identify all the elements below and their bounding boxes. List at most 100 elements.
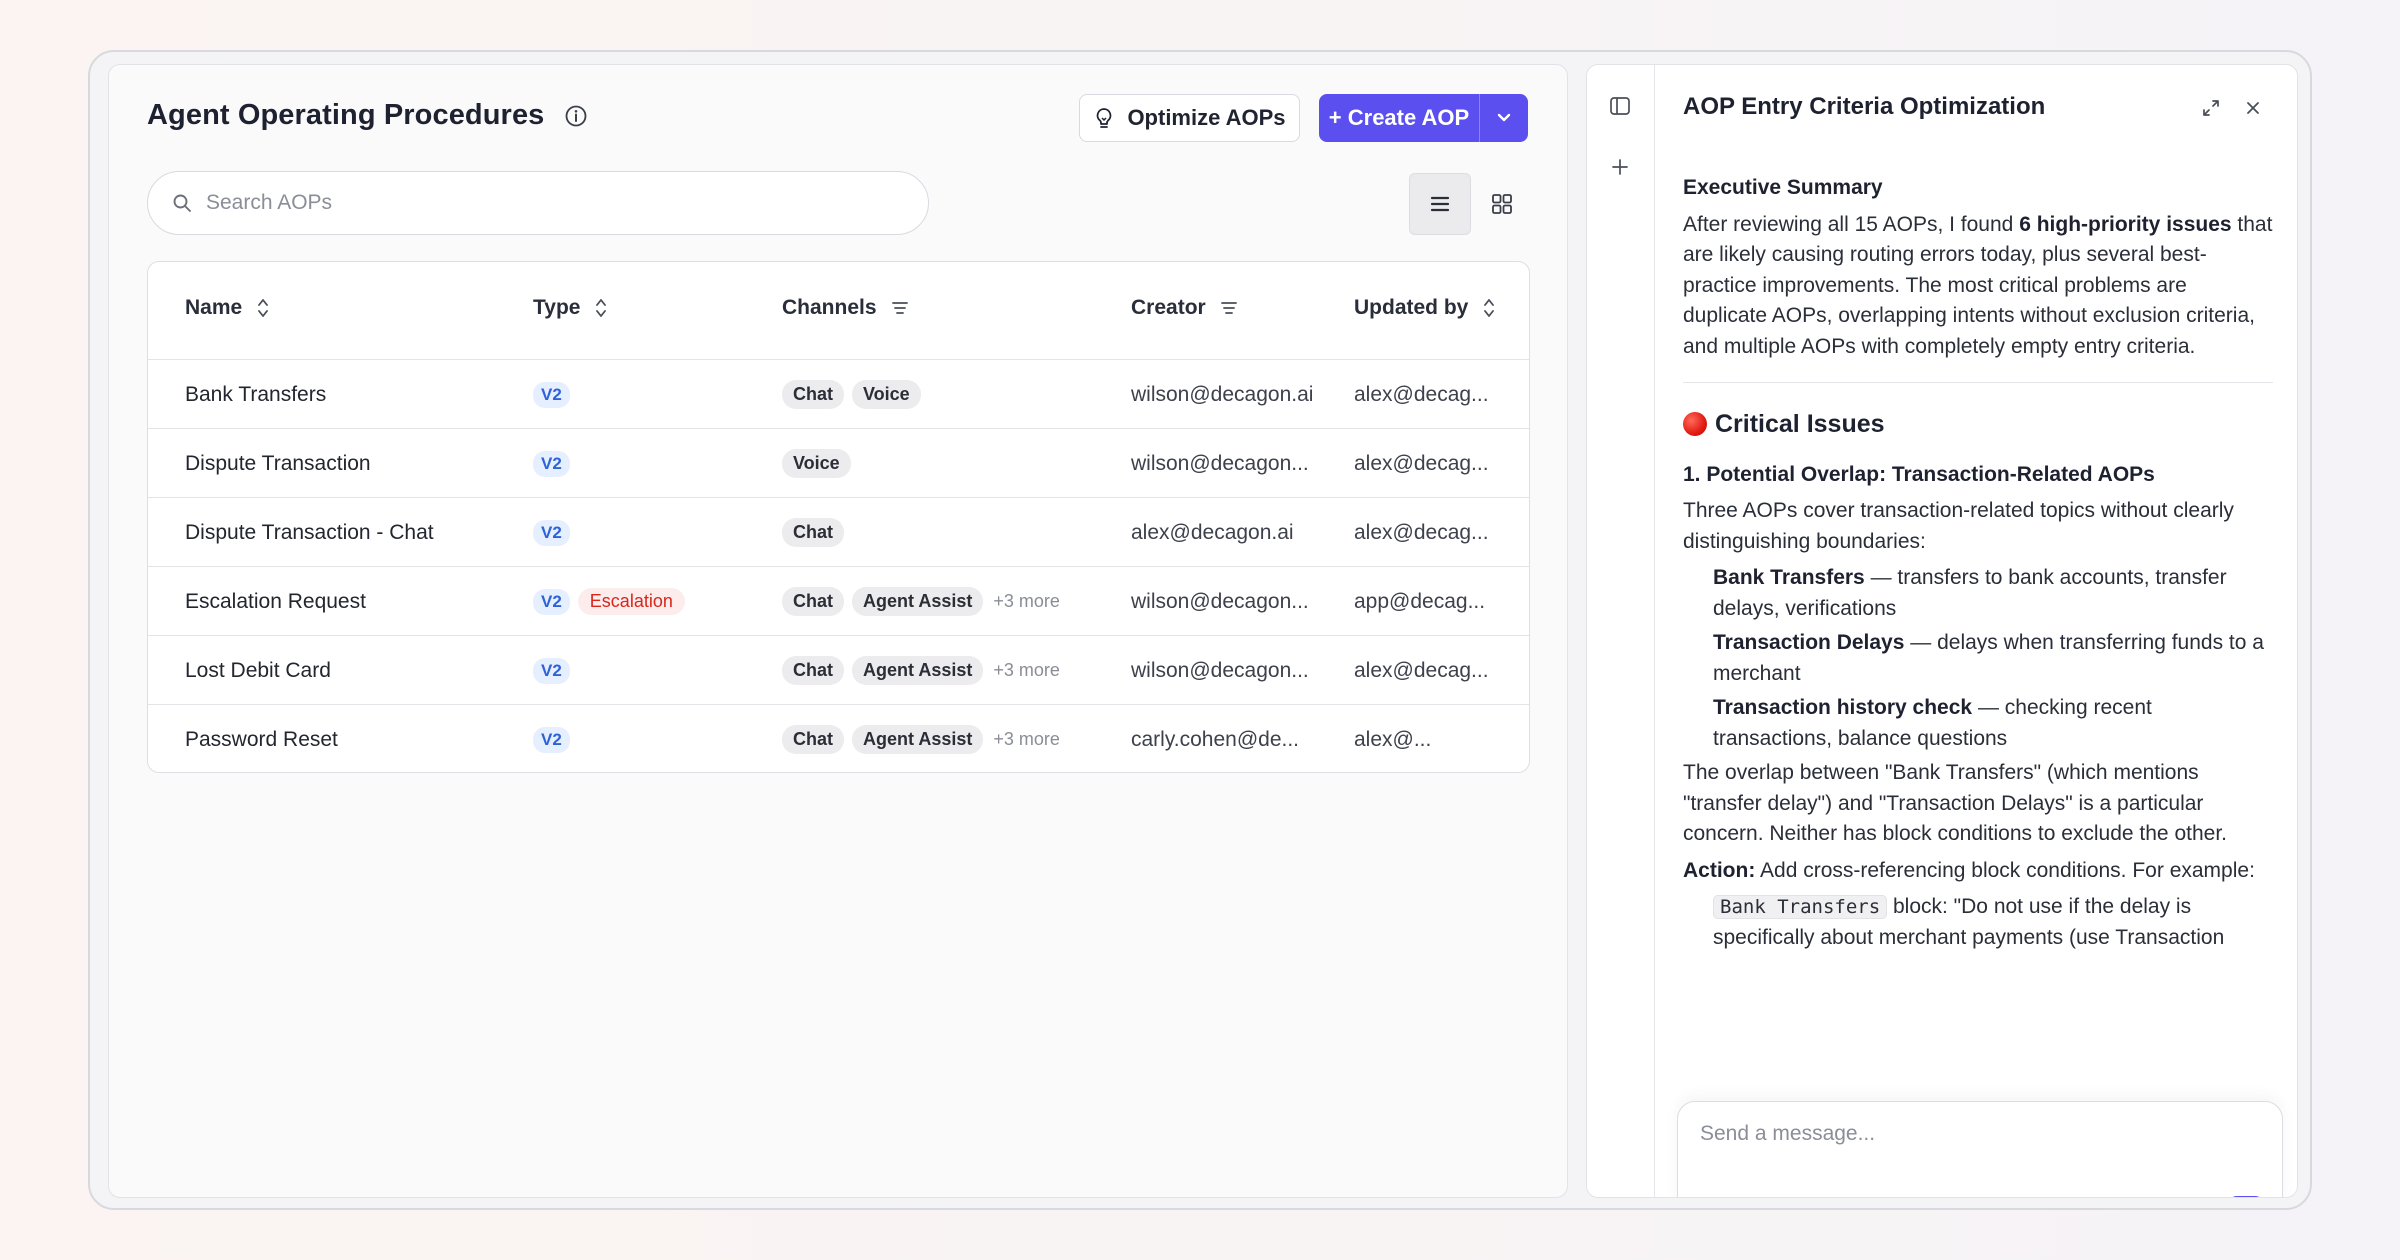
version-badge: V2 [533,381,570,408]
action-body: Add cross-referencing block conditions. … [1755,858,2255,882]
type-cell: V2 [533,636,570,705]
updated-by-cell: alex@... [1354,727,1432,751]
aop-name[interactable]: Dispute Transaction [185,451,371,475]
code-example: Bank Transfers block: "Do not use if the… [1683,892,2273,953]
list-item-text: — delays when transferring funds to a me… [1713,631,2264,685]
aop-name[interactable]: Dispute Transaction - Chat [185,520,434,544]
column-type-header[interactable]: Type [533,296,608,320]
creator-cell: wilson@decagon... [1131,451,1309,475]
escalation-badge: Escalation [577,588,685,615]
chevron-down-icon [1497,113,1511,122]
code-example-text: block: "Do not use if the delay is speci… [1713,895,2225,949]
channel-chip: Chat [782,587,844,616]
creator-cell: wilson@decagon.ai [1131,382,1314,406]
table-header: Name Type Channels Creator Updated by [148,262,1529,360]
critical-issues-heading: Critical Issues [1683,409,2273,440]
aop-name[interactable]: Bank Transfers [185,382,327,406]
info-icon[interactable] [564,104,588,128]
optimize-aops-button[interactable]: Optimize AOPs [1079,94,1300,142]
filter-icon [1220,302,1237,314]
send-button[interactable] [2228,1196,2264,1197]
grid-icon [1492,194,1512,214]
table-body: Bank Transfers V2 Chat Voice wilson@decagon.… [148,360,1529,772]
channel-chip: Voice [852,380,921,409]
create-aop-dropdown[interactable] [1479,94,1528,142]
grid-view-button[interactable] [1471,173,1533,235]
type-cell: V2 Escalation [533,567,685,636]
table-row[interactable]: Lost Debit Card V2 Chat Agent Assist +3 more… [148,636,1529,705]
list-item-bold: Transaction Delays [1713,631,1905,654]
aop-name[interactable]: Lost Debit Card [185,658,331,682]
channels-cell: Chat [782,498,852,567]
more-channels[interactable]: +3 more [993,591,1060,611]
column-updated-by-header[interactable]: Updated by [1354,296,1496,320]
aop-name[interactable]: Escalation Request [185,589,366,613]
list-item-bold: Transaction history check [1713,696,1973,719]
type-cell: V2 [533,705,570,772]
create-aop-label: + Create AOP [1328,105,1470,130]
new-chat-button[interactable] [1607,154,1633,180]
list-icon [1430,196,1450,212]
action-text: Action: Add cross-referencing block cond… [1683,856,2273,887]
create-aop-group: + Create AOP [1319,94,1528,142]
updated-by-cell: alex@decag... [1354,382,1489,406]
list-view-button[interactable] [1409,173,1471,235]
critical-issues-label: Critical Issues [1715,410,1885,438]
sidebar-icon [1610,97,1630,115]
message-input[interactable] [1700,1122,2200,1182]
version-badge: V2 [533,450,570,477]
scroll-edge [1683,137,2273,151]
channel-chip: Chat [782,725,844,754]
creator-cell: carly.cohen@de... [1131,727,1300,751]
sort-icon [258,299,269,317]
table-row[interactable]: Dispute Transaction V2 Voice wilson@decagon… [148,429,1529,498]
search-icon [173,194,191,212]
search-box [147,171,929,235]
assistant-message: Executive Summary After reviewing all 15… [1683,137,2273,1099]
channel-chip: Chat [782,380,844,409]
more-channels[interactable]: +3 more [993,729,1060,749]
executive-summary-text: After reviewing all 15 AOPs, I found 6 h… [1683,210,2273,363]
sort-icon [1484,299,1495,317]
column-creator-header[interactable]: Creator [1131,296,1238,320]
filter-icon [891,302,908,314]
channel-chip: Agent Assist [852,725,984,754]
toggle-sidebar-button[interactable] [1607,93,1633,119]
type-cell: V2 [533,360,570,429]
updated-by-cell: alex@decag... [1354,520,1489,544]
updated-by-cell: app@decag... [1354,589,1486,613]
version-badge: V2 [533,519,570,546]
issue-1-list: Bank Transfers — transfers to bank accou… [1683,563,2273,754]
expand-button[interactable] [2198,95,2224,121]
close-button[interactable] [2240,95,2266,121]
executive-summary-heading: Executive Summary [1683,176,1883,199]
column-name-header[interactable]: Name [185,296,270,320]
overlap-text: The overlap between "Bank Transfers" (wh… [1683,761,2227,845]
aop-table: Name Type Channels Creator Updated by Ba… [147,261,1530,773]
view-toggle [1409,173,1533,235]
type-cell: V2 [533,498,570,567]
list-item-bold: Bank Transfers [1713,566,1865,589]
column-updated-by-label: Updated by [1354,296,1469,319]
creator-cell: wilson@decagon... [1131,589,1309,613]
aop-name[interactable]: Password Reset [185,727,338,751]
create-aop-button[interactable]: + Create AOP [1319,94,1479,142]
channel-chip: Chat [782,656,844,685]
assistant-panel: AOP Entry Criteria Optimization Executiv… [1586,64,2298,1198]
updated-by-cell: alex@decag... [1354,658,1489,682]
close-icon [2247,102,2259,114]
column-channels-header[interactable]: Channels [782,296,909,320]
table-row[interactable]: Escalation Request V2 Escalation Chat Agent … [148,567,1529,636]
red-circle-icon [1683,412,1707,437]
divider [1683,382,2273,383]
channel-chip: Agent Assist [852,656,984,685]
table-row[interactable]: Bank Transfers V2 Chat Voice wilson@decagon.… [148,360,1529,429]
more-channels[interactable]: +3 more [993,660,1060,680]
code-snippet: Bank Transfers [1713,895,1888,919]
search-input[interactable] [206,191,906,215]
channels-cell: Chat Agent Assist +3 more [782,705,1060,772]
creator-cell: wilson@decagon... [1131,658,1309,682]
table-row[interactable]: Dispute Transaction - Chat V2 Chat alex@dec… [148,498,1529,567]
table-row[interactable]: Password Reset V2 Chat Agent Assist +3 more c… [148,705,1529,772]
exec-text-bold: 6 high-priority issues [2019,212,2232,236]
